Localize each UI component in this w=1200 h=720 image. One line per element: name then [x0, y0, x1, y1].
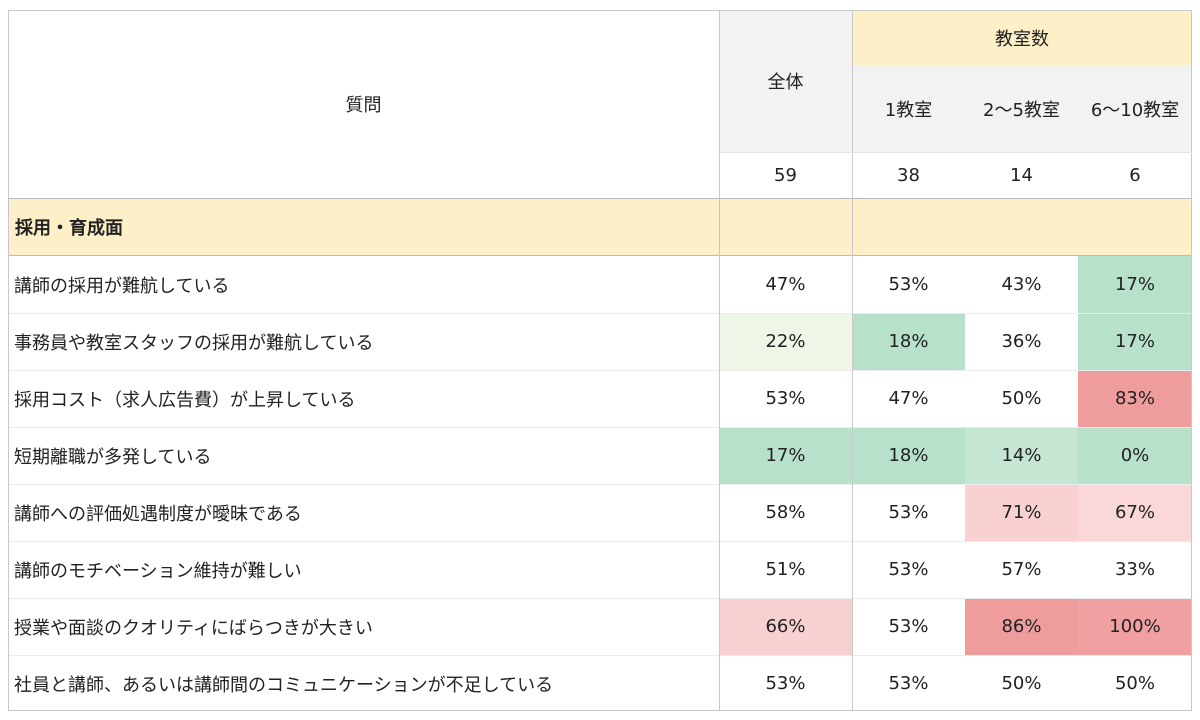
- value: 17%: [1078, 256, 1192, 313]
- value: 53%: [888, 673, 929, 694]
- value: 100%: [1078, 598, 1192, 655]
- value: 67%: [1078, 484, 1192, 541]
- rule: [8, 655, 1192, 656]
- value: 43%: [1001, 274, 1042, 295]
- count: 38: [897, 164, 920, 186]
- rule: [8, 541, 1192, 542]
- value: 50%: [1001, 388, 1042, 409]
- value: 83%: [1078, 370, 1192, 427]
- question: 事務員や教室スタッフの採用が難航している: [14, 332, 374, 354]
- value: 53%: [765, 673, 806, 694]
- value: 18%: [852, 313, 965, 370]
- value: 18%: [852, 427, 965, 484]
- value: 53%: [888, 274, 929, 295]
- rule: [8, 598, 1192, 599]
- value: 14%: [965, 427, 1078, 484]
- column-header: 1教室: [852, 65, 965, 152]
- value: 53%: [765, 388, 806, 409]
- value: 47%: [888, 388, 929, 409]
- rule: [8, 370, 1192, 371]
- question: 授業や面談のクオリティにばらつきが大きい: [14, 617, 373, 639]
- value: 22%: [719, 313, 852, 370]
- value: 51%: [765, 559, 806, 580]
- rule: [8, 10, 1192, 11]
- rule: [8, 710, 1192, 711]
- rule: [1191, 10, 1192, 710]
- rule: [8, 484, 1192, 485]
- value: 53%: [888, 559, 929, 580]
- rule: [8, 313, 1192, 314]
- question-header: 質問: [345, 95, 382, 116]
- count: 6: [1129, 164, 1141, 186]
- group-header: 教室数: [852, 10, 1192, 65]
- value: 50%: [1001, 673, 1042, 694]
- value: 71%: [965, 484, 1078, 541]
- value: 47%: [765, 274, 806, 295]
- value: 50%: [1114, 673, 1155, 694]
- value: 0%: [1078, 427, 1192, 484]
- column-header: 6〜10教室: [1078, 65, 1192, 152]
- count: 14: [1010, 164, 1033, 186]
- value: 57%: [1001, 559, 1042, 580]
- value: 36%: [1001, 331, 1042, 352]
- column-header: 2〜5教室: [965, 65, 1078, 152]
- value: 17%: [719, 427, 852, 484]
- value: 86%: [965, 598, 1078, 655]
- rule: [719, 10, 720, 710]
- question: 講師のモチベーション維持が難しい: [14, 560, 302, 582]
- value: 53%: [888, 502, 929, 523]
- rule: [852, 10, 853, 710]
- value: 33%: [1114, 559, 1155, 580]
- value: 58%: [765, 502, 806, 523]
- rule: [8, 427, 1192, 428]
- total-header: 全体: [719, 10, 852, 152]
- question: 講師の採用が難航している: [14, 275, 230, 297]
- value: 53%: [888, 616, 929, 637]
- section-header: 採用・育成面: [8, 198, 1192, 256]
- question: 社員と講師、あるいは講師間のコミュニケーションが不足している: [14, 674, 554, 696]
- rule: [719, 152, 1192, 153]
- question: 採用コスト（求人広告費）が上昇している: [14, 389, 356, 411]
- rule: [8, 10, 9, 710]
- question: 講師への評価処遇制度が曖昧である: [14, 503, 302, 525]
- count: 59: [774, 164, 797, 186]
- value: 66%: [719, 598, 852, 655]
- question: 短期離職が多発している: [14, 446, 212, 468]
- value: 17%: [1078, 313, 1192, 370]
